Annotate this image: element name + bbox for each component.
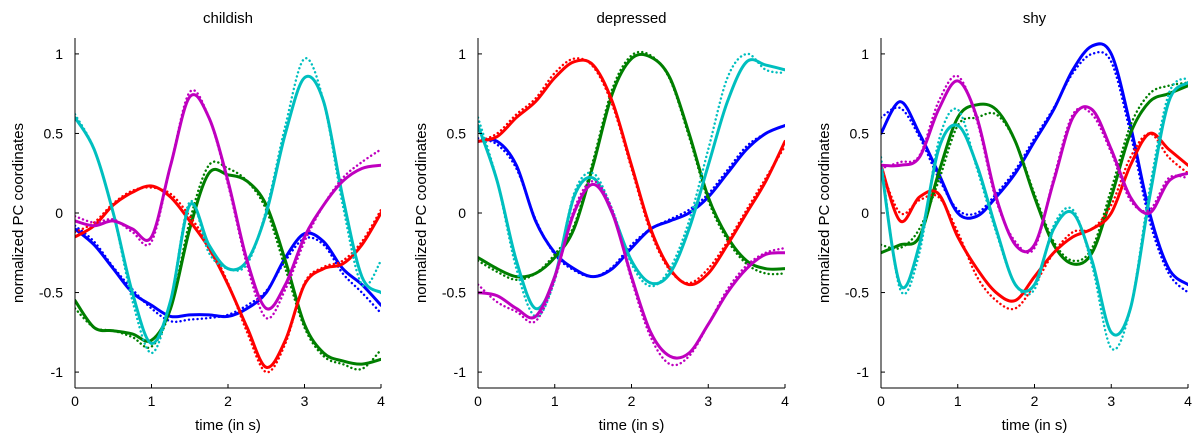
y-tick-label: -0.5 (845, 285, 869, 301)
x-tick-label: 1 (551, 393, 559, 409)
y-tick-label: 1 (458, 46, 466, 62)
y-tick-label: 0.5 (850, 125, 870, 141)
y-tick-label: -1 (857, 364, 870, 380)
x-axis-label: time (in s) (195, 417, 261, 434)
y-tick-label: 1 (55, 46, 63, 62)
series-line-magenta-dotted (75, 89, 381, 320)
y-axis-label: normalized PC coordinates (413, 123, 430, 303)
series-line-blue-solid (75, 227, 381, 319)
subplot-title: depressed (596, 10, 666, 27)
x-tick-label: 4 (1184, 393, 1192, 409)
x-tick-label: 2 (1031, 393, 1039, 409)
x-tick-label: 2 (628, 393, 636, 409)
subplot-childish: 0 1 2 3 4 -1 -0.5 0 0.5 1 childish time (in s) norma… (10, 10, 385, 434)
subplot-title: shy (1023, 10, 1047, 27)
y-tick-label: -1 (454, 364, 467, 380)
series-line-blue-dotted (881, 50, 1188, 294)
series-line-cyan-solid (478, 58, 785, 311)
series-line-blue-dotted (478, 124, 785, 278)
series-line-magenta-dotted (478, 179, 785, 367)
x-tick-label: 2 (224, 393, 232, 409)
subplot-depressed: 0 1 2 3 4 -1 -0.5 0 0.5 1 depressed time (in s) norm… (413, 10, 789, 434)
x-tick-label: 0 (877, 393, 885, 409)
y-axis-label: normalized PC coordinates (816, 123, 833, 303)
series-line-cyan-solid (75, 74, 381, 345)
series-line-blue-dotted (75, 224, 381, 323)
y-tick-label: -0.5 (39, 285, 63, 301)
series-line-magenta-solid (881, 79, 1188, 254)
series-line-red-solid (478, 58, 785, 287)
y-tick-label: 0 (55, 205, 63, 221)
x-tick-label: 4 (781, 393, 789, 409)
y-tick-label: 0 (458, 205, 466, 221)
y-axis-label: normalized PC coordinates (10, 123, 27, 303)
x-axis-label: time (in s) (1002, 417, 1068, 434)
series-line-red-solid (881, 131, 1188, 303)
series-group (478, 50, 785, 367)
x-tick-label: 1 (954, 393, 962, 409)
x-tick-label: 0 (71, 393, 79, 409)
series-line-cyan-dotted (75, 57, 381, 355)
series-line-cyan-dotted (881, 76, 1188, 351)
series-line-red-dotted (478, 57, 785, 285)
x-tick-label: 4 (377, 393, 385, 409)
x-axis-label: time (in s) (599, 417, 665, 434)
series-line-red-dotted (75, 186, 381, 374)
series-line-cyan-solid (881, 81, 1188, 337)
series-group (75, 57, 381, 374)
series-line-magenta-solid (478, 182, 785, 360)
x-tick-label: 3 (1107, 393, 1115, 409)
subplot-title: childish (203, 10, 253, 27)
x-tick-label: 3 (301, 393, 309, 409)
series-line-green-solid (75, 167, 381, 366)
series-line-green-solid (478, 52, 785, 279)
y-tick-label: -1 (51, 364, 64, 380)
y-tick-label: 0.5 (44, 125, 64, 141)
subplot-shy: 0 1 2 3 4 -1 -0.5 0 0.5 1 shy time (in s) normalized… (816, 10, 1192, 434)
series-line-magenta-dotted (881, 74, 1188, 254)
y-tick-label: -0.5 (442, 285, 466, 301)
y-tick-label: 0 (861, 205, 869, 221)
x-tick-label: 1 (148, 393, 156, 409)
series-line-green-dotted (478, 50, 785, 282)
series-group (881, 42, 1188, 351)
y-tick-label: 0.5 (447, 125, 467, 141)
x-tick-label: 0 (474, 393, 482, 409)
y-tick-label: 1 (861, 46, 869, 62)
series-line-green-dotted (75, 160, 381, 371)
x-tick-label: 3 (704, 393, 712, 409)
